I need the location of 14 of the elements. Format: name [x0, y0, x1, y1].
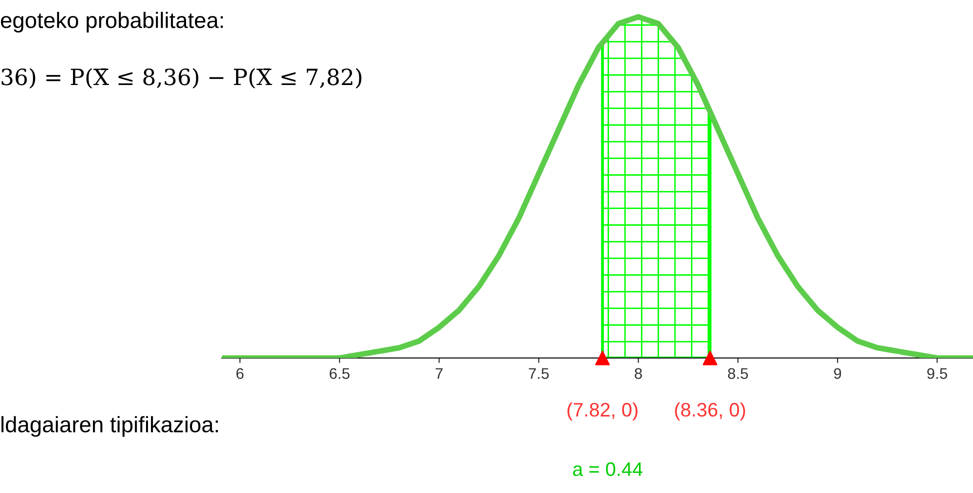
x-tick-label: 9.5: [927, 368, 948, 379]
x-tick-label: 7: [436, 368, 443, 379]
x-tick-label: 8.5: [728, 368, 748, 379]
x-tick-label: 6.5: [330, 368, 350, 379]
text: a = 0.44: [573, 462, 642, 476]
x-tick-label: 6: [236, 368, 244, 379]
text: ldagaiaren tipifikazioa:: [1, 416, 218, 437]
x-tick-label: 7.5: [528, 368, 549, 379]
x-tick-label: 9: [834, 368, 842, 379]
annotation: (8.36, 0): [675, 402, 746, 420]
annotation: egoteko probabilitatea:: [0, 12, 223, 33]
x-tick-label: 8: [634, 368, 642, 379]
annotation: 36) = P(X̄ ≤ 8,36) − P(X̄ ≤ 7,82): [2, 68, 362, 88]
annotation: (7.82, 0): [567, 402, 638, 420]
